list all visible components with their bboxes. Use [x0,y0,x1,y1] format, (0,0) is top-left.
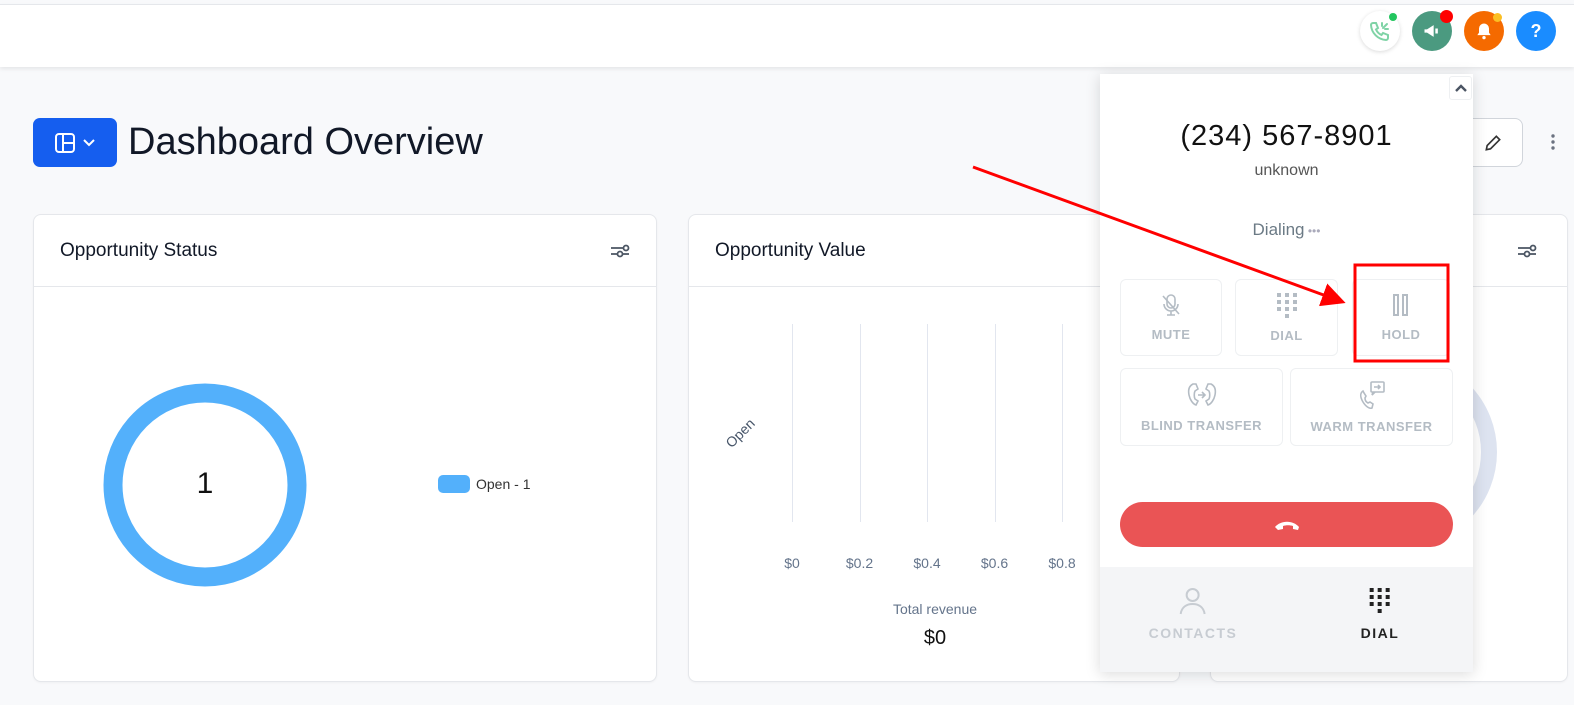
dial-pad-button[interactable]: DIAL [1235,279,1338,356]
x-tick-label: $0.6 [980,555,1009,571]
warm-transfer-label: WARM TRANSFER [1310,418,1433,434]
filter-settings-icon[interactable] [610,243,630,259]
call-status: Dialing ••• [1252,220,1321,239]
value-bar-chart: $0 $0.2 $0.4 $0.6 $0.8 [689,215,1179,681]
x-tick-label: $0 [784,555,800,571]
pencil-icon [1485,134,1501,151]
warm-transfer-button[interactable]: WARM TRANSFER [1290,368,1453,446]
donut-center-value: 1 [196,467,214,500]
card-title: Opportunity Value [715,239,866,261]
layout-icon [55,132,75,153]
dialer-panel: (234) 567-8901 unknown Dialing ••• MUTE … [1100,74,1473,672]
bell-icon[interactable] [1464,11,1504,51]
total-revenue-label: Total revenue [892,601,978,617]
blind-transfer-icon [1187,382,1216,406]
top-bar [0,4,1574,67]
phone-call-icon[interactable] [1360,11,1400,51]
help-label: ? [1530,20,1542,41]
dial-label: DIAL [1270,328,1303,343]
mute-label: MUTE [1151,327,1191,342]
chevron-down-icon [83,138,95,146]
donut-slice-open [103,383,307,587]
tab-dial[interactable]: DIAL [1361,587,1400,641]
gridline [994,324,996,522]
warm-transfer-icon [1359,380,1385,409]
status-donut-chart [103,383,307,587]
tab-contacts[interactable]: CONTACTS [1149,587,1238,641]
filter-settings-icon[interactable] [1517,243,1537,259]
hang-up-button[interactable] [1120,502,1453,547]
phone-number: (234) 567-8901 [1180,120,1393,152]
total-revenue-value: $0 [923,627,947,649]
gridline [859,324,861,522]
x-tick-label: $0.8 [1048,555,1076,571]
tab-dial-label: DIAL [1360,625,1400,641]
mic-off-icon [1162,294,1180,316]
collapse-button[interactable] [1449,76,1472,100]
hold-label: HOLD [1381,327,1421,342]
hang-up-icon [1274,521,1299,530]
x-tick-label: $0.2 [845,555,874,571]
dialpad-icon [1369,588,1390,613]
contact-icon [1180,588,1206,615]
caller-name: unknown [1254,162,1319,179]
tab-contacts-label: CONTACTS [1148,625,1238,641]
blind-transfer-button[interactable]: BLIND TRANSFER [1120,368,1283,446]
x-tick-label: $0.4 [913,555,941,571]
megaphone-icon[interactable] [1412,10,1453,51]
mute-button[interactable]: MUTE [1120,279,1222,356]
page-title: Dashboard Overview [128,121,483,163]
dialer-tabs: CONTACTS DIAL [1100,567,1473,672]
pause-icon [1393,294,1408,316]
opportunity-status-card: Opportunity Status 1 Open - 1 [33,214,657,682]
help-icon[interactable]: ? [1516,11,1556,51]
legend-swatch [438,475,470,493]
legend-label: Open - 1 [476,476,531,492]
legend-item-open[interactable]: Open - 1 [438,475,530,493]
more-options-icon[interactable] [1548,132,1558,152]
gridline [927,324,928,522]
blind-transfer-label: BLIND TRANSFER [1140,417,1263,433]
chevron-up-icon [1454,84,1467,92]
hold-button[interactable]: HOLD [1352,279,1450,356]
dialpad-icon [1276,293,1297,318]
gridline [792,324,793,522]
dashboard-layout-button[interactable] [33,118,117,167]
gridline [1062,324,1063,522]
card-title: Opportunity Status [60,239,218,261]
